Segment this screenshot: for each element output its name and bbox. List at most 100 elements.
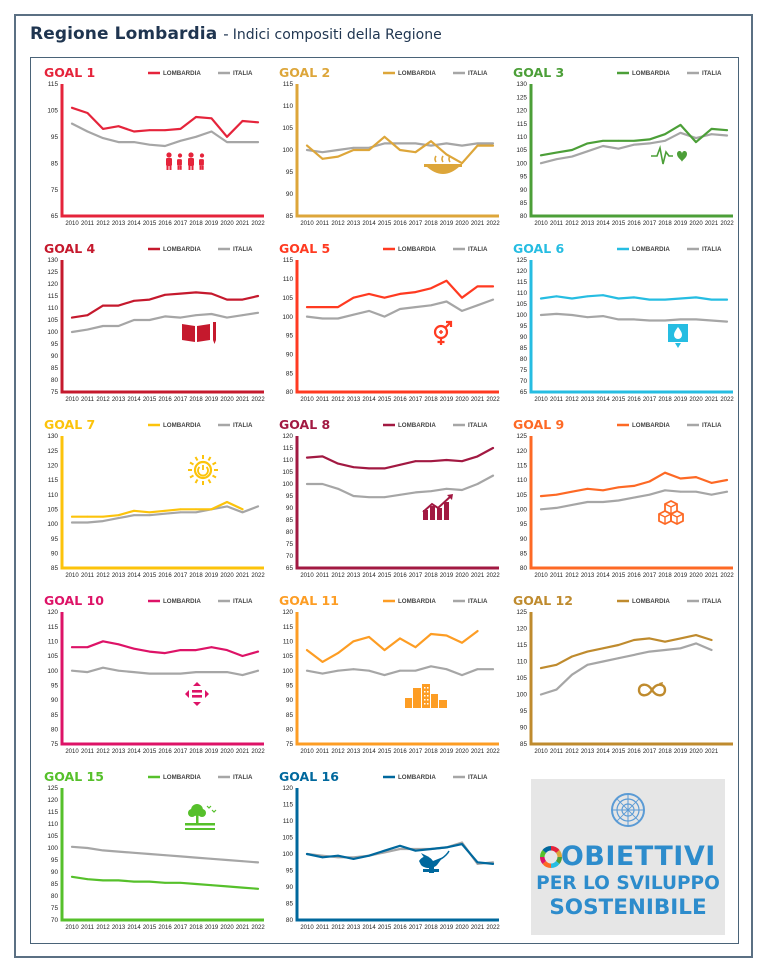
x-tick-label: 2012 xyxy=(331,397,345,403)
x-tick-label: 2011 xyxy=(550,397,564,403)
y-tick-label: 125 xyxy=(47,785,58,792)
y-tick-label: 125 xyxy=(516,433,527,440)
data-point-italia xyxy=(306,669,308,672)
x-tick-label: 2017 xyxy=(174,397,188,403)
legend-label-italia: ITALIA xyxy=(468,70,488,77)
data-point-italia xyxy=(164,145,166,147)
data-point-italia xyxy=(430,665,432,668)
data-point-italia xyxy=(383,142,386,145)
data-point-italia xyxy=(306,149,308,151)
x-tick-label: 2015 xyxy=(143,749,157,755)
data-point-italia xyxy=(133,851,135,854)
y-tick-label: 120 xyxy=(516,626,527,633)
data-point-lombardia xyxy=(352,858,355,860)
y-tick-label: 100 xyxy=(47,845,58,852)
x-tick-label: 2016 xyxy=(158,573,172,579)
page-title: Regione Lombardia xyxy=(30,24,218,44)
x-tick-label: 2013 xyxy=(581,573,595,579)
x-tick-label: 2011 xyxy=(81,573,95,579)
x-tick-label: 2022 xyxy=(486,573,500,579)
data-point-italia xyxy=(571,314,573,316)
y-tick-label: 105 xyxy=(282,835,293,842)
data-point-italia xyxy=(476,304,479,307)
data-point-lombardia xyxy=(306,456,308,459)
data-point-italia xyxy=(117,325,120,327)
y-tick-label: 115 xyxy=(517,642,528,649)
data-point-italia xyxy=(414,142,417,145)
data-point-lombardia xyxy=(414,460,417,463)
data-point-italia xyxy=(540,162,542,165)
legend-label-italia: ITALIA xyxy=(468,598,488,605)
x-tick-label: 2021 xyxy=(236,221,250,227)
data-point-lombardia xyxy=(383,849,386,852)
data-point-lombardia xyxy=(133,130,135,133)
data-point-lombardia xyxy=(586,142,589,145)
data-point-lombardia xyxy=(195,883,197,885)
data-point-italia xyxy=(102,137,104,140)
logo-line-2: PER LO SVILUPPO xyxy=(536,873,720,894)
y-tick-label: 110 xyxy=(517,659,528,666)
data-point-lombardia xyxy=(179,508,182,511)
data-point-lombardia xyxy=(164,881,166,884)
data-point-lombardia xyxy=(86,878,89,881)
x-tick-label: 2017 xyxy=(174,749,188,755)
data-point-italia xyxy=(352,495,355,497)
x-tick-label: 2015 xyxy=(378,397,392,403)
data-point-italia xyxy=(602,501,604,503)
data-point-lombardia xyxy=(241,655,244,657)
data-point-lombardia xyxy=(602,294,604,297)
x-tick-label: 2013 xyxy=(581,749,595,755)
chart-title: GOAL 2 xyxy=(279,65,330,80)
y-tick-label: 90 xyxy=(51,869,59,876)
x-tick-label: 2022 xyxy=(486,925,500,931)
legend-label-italia: ITALIA xyxy=(468,246,488,253)
data-point-italia xyxy=(117,141,120,143)
data-point-italia xyxy=(492,142,494,145)
x-tick-label: 2021 xyxy=(471,397,485,403)
y-tick-label: 80 xyxy=(286,389,294,396)
gender-icon xyxy=(433,320,453,345)
data-point-italia xyxy=(555,158,558,161)
x-tick-label: 2021 xyxy=(705,749,719,755)
y-tick-label: 80 xyxy=(286,727,294,734)
data-point-lombardia xyxy=(445,153,448,156)
data-point-italia xyxy=(86,521,89,524)
x-tick-label: 2018 xyxy=(424,573,438,579)
data-point-italia xyxy=(414,491,417,494)
x-tick-label: 2020 xyxy=(220,221,234,227)
data-point-italia xyxy=(133,319,135,321)
data-point-italia xyxy=(710,493,713,496)
data-point-lombardia xyxy=(710,482,713,484)
data-point-italia xyxy=(164,512,166,515)
data-point-italia xyxy=(195,856,197,859)
data-point-italia xyxy=(399,308,401,310)
data-point-italia xyxy=(86,130,89,133)
x-tick-label: 2022 xyxy=(720,397,734,403)
data-point-lombardia xyxy=(226,501,228,503)
chart-axes xyxy=(60,612,264,746)
data-point-lombardia xyxy=(148,298,151,301)
data-point-lombardia xyxy=(337,306,339,309)
x-tick-label: 2015 xyxy=(378,573,392,579)
data-point-lombardia xyxy=(306,853,308,855)
y-tick-label: 120 xyxy=(282,433,293,440)
y-tick-label: 110 xyxy=(48,305,59,312)
data-point-lombardia xyxy=(679,637,682,640)
x-tick-label: 2018 xyxy=(424,749,438,755)
data-point-italia xyxy=(148,143,151,146)
x-tick-label: 2016 xyxy=(627,397,641,403)
data-point-italia xyxy=(633,318,635,321)
data-point-lombardia xyxy=(195,649,197,652)
data-point-lombardia xyxy=(321,455,324,458)
y-tick-label: 85 xyxy=(520,200,528,207)
data-point-italia xyxy=(571,673,573,676)
data-point-lombardia xyxy=(352,640,355,643)
y-tick-label: 125 xyxy=(516,257,527,264)
x-tick-label: 2020 xyxy=(455,925,469,931)
data-point-lombardia xyxy=(540,154,542,157)
data-point-italia xyxy=(476,668,479,671)
x-tick-label: 2019 xyxy=(205,397,219,403)
data-point-lombardia xyxy=(555,663,558,666)
sdg-wheel-icon xyxy=(540,846,562,868)
y-tick-label: 85 xyxy=(286,712,294,719)
